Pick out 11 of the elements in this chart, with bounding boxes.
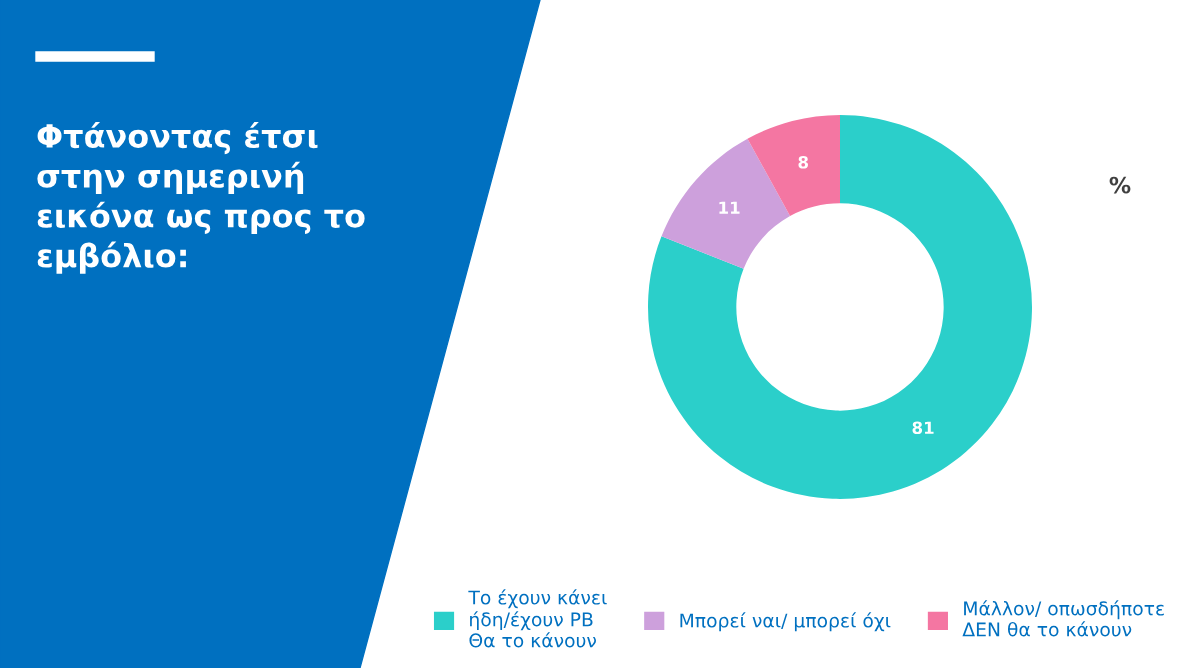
donut-slice <box>747 114 840 217</box>
legend-label: Το έχουν κάνει ήδη/έχουν ΡΒ Θα το κάνουν <box>468 589 607 648</box>
data-label: 11 <box>719 201 740 214</box>
legend-label: Μάλλον/ οπωσδήποτε ΔΕΝ θα το κάνουν <box>962 600 1164 637</box>
data-label: 8 <box>798 155 808 169</box>
legend-label: Μπορεί ναι/ μπορεί όχι <box>680 612 891 632</box>
donut-slice <box>648 114 1032 499</box>
donut-slice <box>661 138 791 269</box>
data-label: 81 <box>912 421 934 435</box>
text: Φτάνοντας έτσι στην σημερινή εικόνα ως προς το εμβόλιο: <box>37 122 365 274</box>
text: % <box>1109 176 1131 194</box>
